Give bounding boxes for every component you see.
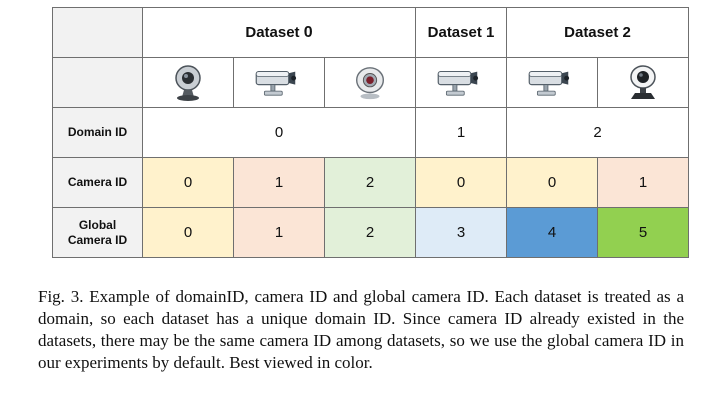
camera-id-value: 1: [233, 157, 325, 208]
global-camera-id-label: Global Camera ID: [52, 207, 143, 258]
global-camera-id-row: Global Camera ID 0 1 2 3 4 5: [52, 207, 689, 258]
dataset-0-number: 0: [303, 23, 313, 41]
camera-cell-2: [233, 57, 325, 108]
domain-id-value: 1: [415, 107, 507, 158]
global-camera-id-value: 5: [597, 207, 689, 258]
cctv-camera-icon: [435, 66, 487, 100]
corner-cell: [52, 7, 143, 58]
global-camera-id-label-line1: Global: [78, 217, 117, 232]
dataset-header-row: Dataset 0 Dataset 1 Dataset 2: [52, 7, 689, 58]
icon-row-label-cell: [52, 57, 143, 108]
camera-cell-6: [597, 57, 689, 108]
cctv-camera-icon: [526, 66, 578, 100]
camera-icon-row: [52, 57, 689, 108]
domain-id-value: 0: [142, 107, 416, 158]
webcam-sphere-icon: [168, 63, 208, 103]
global-camera-id-value: 2: [324, 207, 416, 258]
camera-cell-4: [415, 57, 507, 108]
camera-id-row: Camera ID 0 1 2 0 0 1: [52, 157, 689, 208]
global-camera-id-value: 0: [142, 207, 234, 258]
figure-caption: Fig. 3. Example of domainID, camera ID a…: [38, 287, 684, 372]
camera-id-value: 2: [324, 157, 416, 208]
camera-cell-3: [324, 57, 416, 108]
global-camera-id-label-line2: Camera ID: [67, 232, 128, 247]
webcam-round-icon: [350, 64, 390, 102]
camera-id-label: Camera ID: [52, 157, 143, 208]
camera-id-value: 0: [142, 157, 234, 208]
cctv-camera-icon: [253, 66, 305, 100]
global-camera-id-value: 3: [415, 207, 507, 258]
domain-id-value: 2: [506, 107, 689, 158]
camera-cell-5: [506, 57, 598, 108]
dataset-2-header: Dataset 2: [506, 7, 689, 58]
global-camera-id-value: 4: [506, 207, 598, 258]
dataset-0-label: Dataset: [245, 23, 304, 41]
domain-id-label: Domain ID: [52, 107, 143, 158]
camera-id-value: 0: [415, 157, 507, 208]
dataset-1-header: Dataset 1: [415, 7, 507, 58]
camera-cell-1: [142, 57, 234, 108]
figure-table: Dataset 0 Dataset 1 Dataset 2 Domain ID …: [52, 7, 689, 258]
camera-id-value: 1: [597, 157, 689, 208]
global-camera-id-value: 1: [233, 207, 325, 258]
dataset-0-header: Dataset 0: [142, 7, 416, 58]
domain-id-row: Domain ID 0 1 2: [52, 107, 689, 158]
webcam-clip-icon: [623, 63, 663, 103]
camera-id-value: 0: [506, 157, 598, 208]
